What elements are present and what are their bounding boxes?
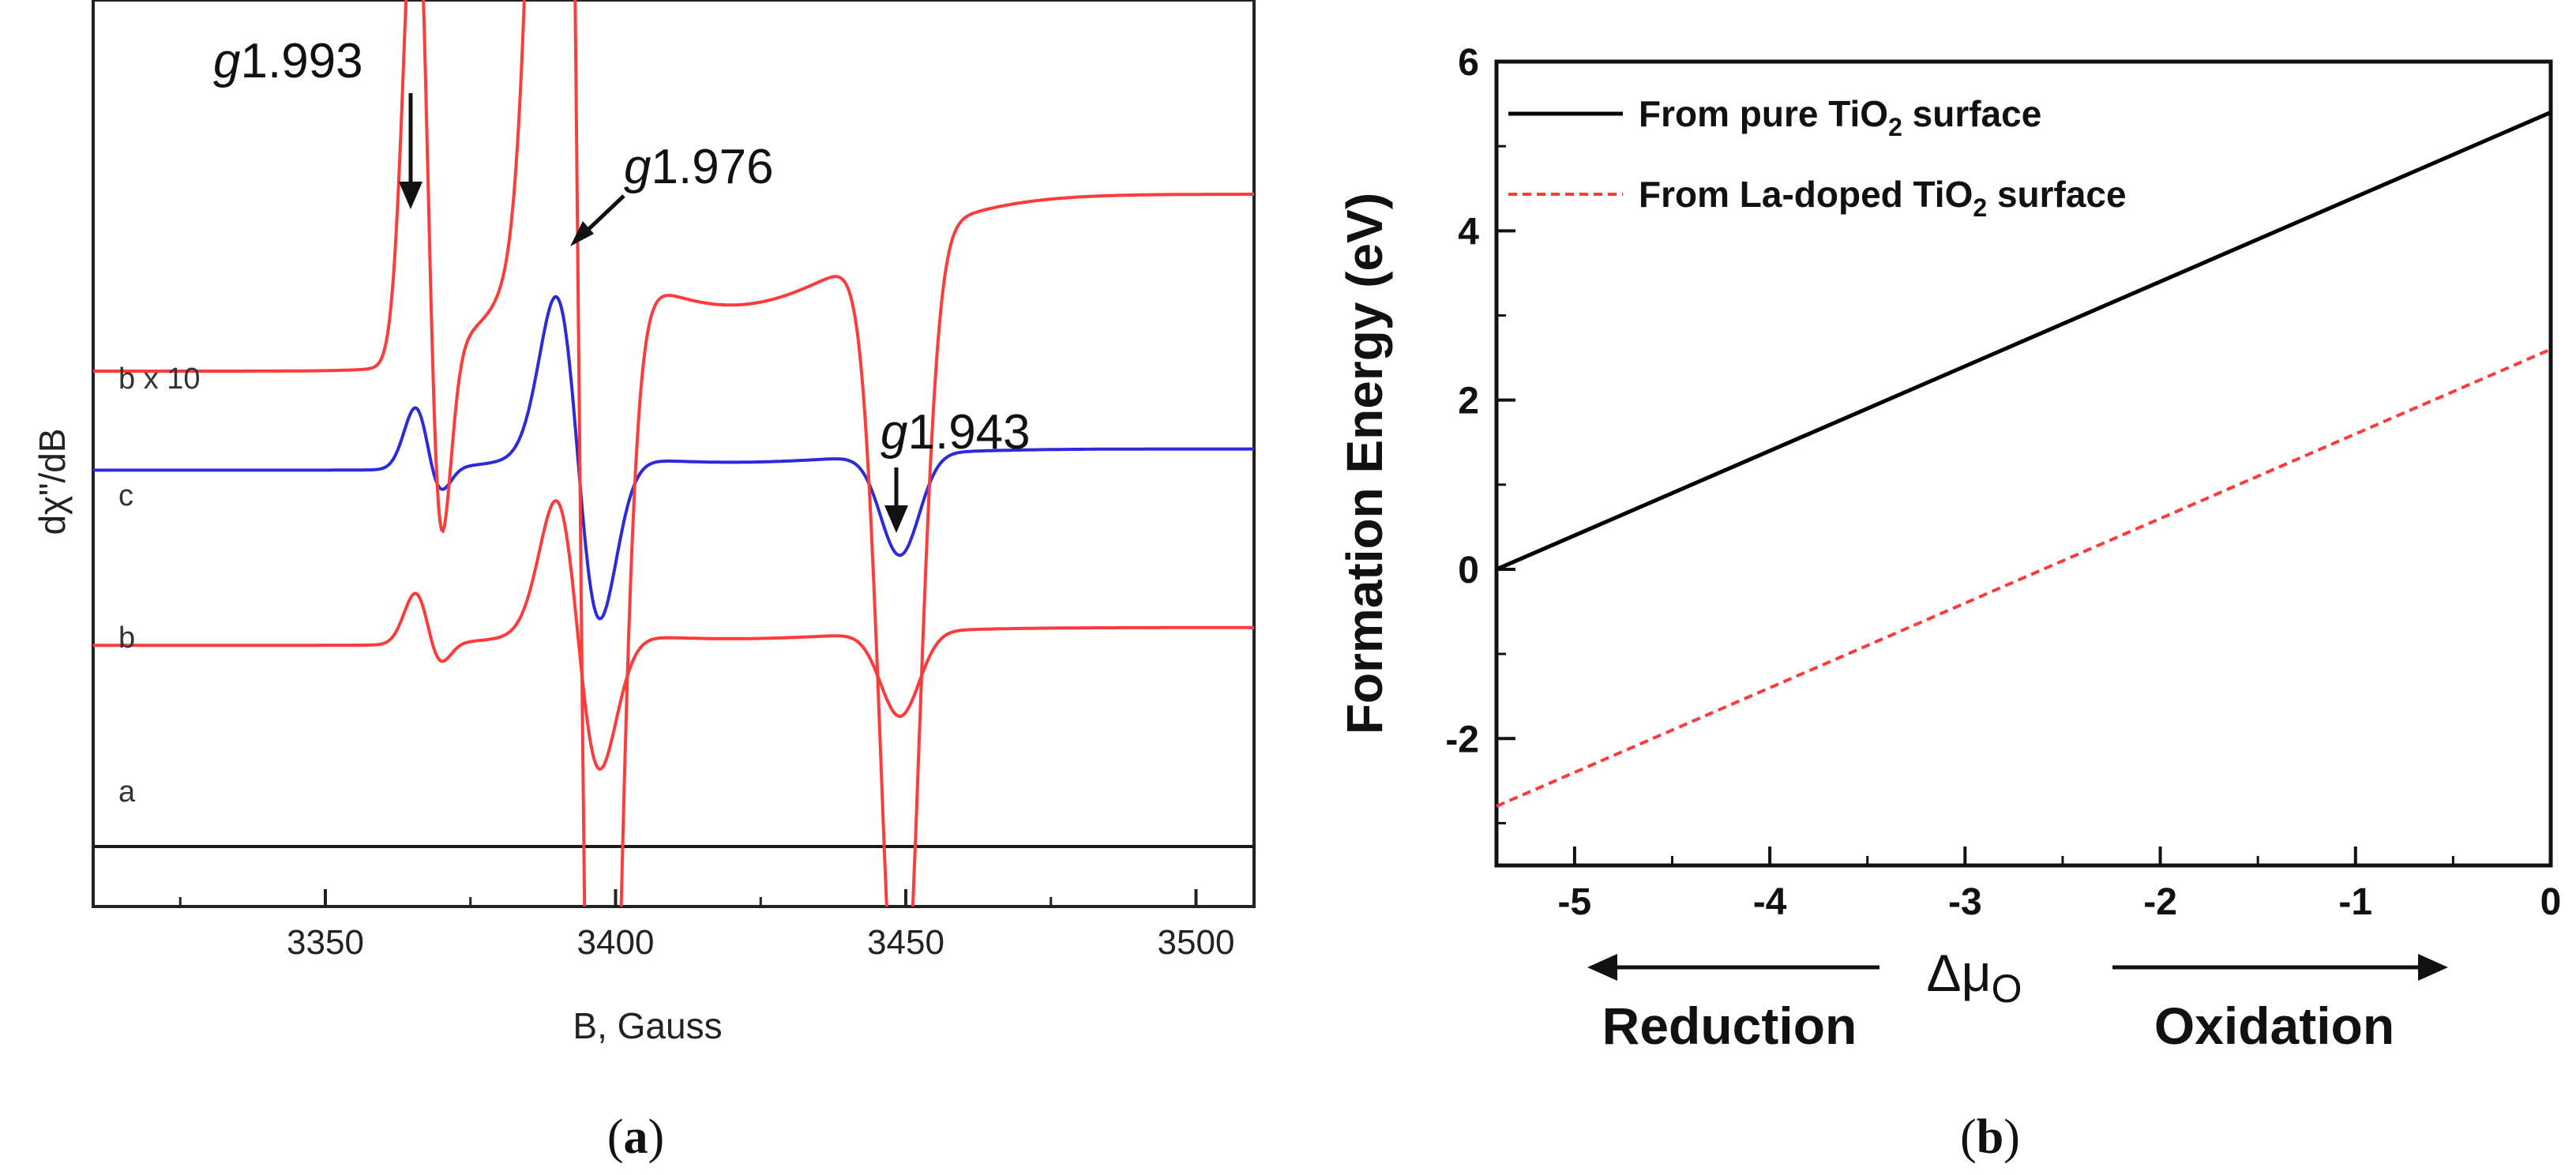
legend-label-la-doped: From La-doped TiO2 surface xyxy=(1639,174,2127,222)
spectrum-trace-b-x-10 xyxy=(93,0,1254,907)
panel-a-x-axis-label: B, Gauss xyxy=(573,1005,722,1046)
spectrum-trace-b xyxy=(93,498,1254,771)
panel-a-x-ticks: 3350 3400 3450 3500 xyxy=(178,889,1235,962)
trace-label-a: a xyxy=(118,775,136,809)
g-annotation-1943: g1.943 xyxy=(881,405,1031,533)
line-pure-tio2 xyxy=(1496,111,2552,572)
svg-text:(a): (a) xyxy=(607,1110,664,1164)
g-value-1943: 1.943 xyxy=(907,405,1030,460)
svg-text:g1.943: g1.943 xyxy=(881,405,1031,460)
svg-text:(b): (b) xyxy=(1960,1110,2020,1164)
panel-b-x-tick-label: -2 xyxy=(2143,881,2177,923)
panel-a-caption: (a) xyxy=(607,1110,664,1164)
svg-text:g1.976: g1.976 xyxy=(624,140,774,194)
trace-label-c: c xyxy=(118,479,133,512)
panel-b-x-tick-label: -4 xyxy=(1753,881,1787,923)
spectrum-trace-c xyxy=(93,295,1254,621)
panel-b-x-tick-label: -5 xyxy=(1558,881,1592,923)
panel-b-ticks: -5 -4 -3 -2 -1 0 -2 0 2 4 6 xyxy=(1445,42,2561,923)
panel-a-letter: a xyxy=(624,1110,648,1164)
panel-b-y-tick-label: 0 xyxy=(1458,550,1479,591)
panel-b-x-tick-label: -1 xyxy=(2338,881,2372,923)
panel-b-x-tick-label: 0 xyxy=(2540,881,2562,923)
reduction-arrow: Reduction xyxy=(1587,954,1879,1055)
panel-a-x-tick-label: 3400 xyxy=(577,923,655,962)
panel-b-legend: From pure TiO2 surface From La-doped TiO… xyxy=(1508,93,2127,222)
panel-b-y-tick-label: -2 xyxy=(1445,719,1479,760)
panel-b-y-axis-label: Formation Energy (eV) xyxy=(1336,193,1393,734)
legend-label-pure: From pure TiO2 surface xyxy=(1639,93,2041,141)
panel-b-y-tick-label: 2 xyxy=(1458,381,1479,422)
g-value-1993: 1.993 xyxy=(240,34,362,88)
g-annotation-1976: g1.976 xyxy=(570,140,774,246)
panel-b-y-tick-label: 6 xyxy=(1458,42,1479,84)
reduction-label: Reduction xyxy=(1602,997,1857,1055)
panel-b-caption: (b) xyxy=(1960,1110,2020,1164)
panel-a-plot-frame xyxy=(92,0,1256,908)
panel-a-x-tick-label: 3500 xyxy=(1158,923,1235,962)
panel-a-epr-spectrum: 3350 3400 3450 3500 dχ"/dB B, Gauss b x 10 … xyxy=(32,0,1256,1164)
svg-text:ΔμO: ΔμO xyxy=(1926,944,2022,1011)
panel-b-lines xyxy=(1496,111,2552,808)
trace-label-b-x10: b x 10 xyxy=(118,362,201,396)
oxidation-label: Oxidation xyxy=(2154,997,2394,1055)
panel-a-x-tick-label: 3450 xyxy=(867,923,944,962)
g-annotation-1993: g1.993 xyxy=(213,34,422,209)
oxidation-arrow: Oxidation xyxy=(2112,954,2448,1055)
panel-b-x-tick-label: -3 xyxy=(1948,881,1982,923)
panel-a-y-axis-label: dχ"/dB xyxy=(32,428,73,535)
panel-b-y-tick-label: 4 xyxy=(1458,211,1479,253)
panel-a-x-tick-label: 3350 xyxy=(287,923,364,962)
panel-b-x-axis-label: ΔμO xyxy=(1926,944,2022,1011)
panel-b-plot-frame xyxy=(1494,59,2553,868)
panel-b-letter: b xyxy=(1977,1110,2003,1164)
svg-text:g1.993: g1.993 xyxy=(213,34,363,88)
panel-a-curves xyxy=(93,0,1254,907)
trace-label-b: b xyxy=(118,621,135,655)
line-la-doped-tio2 xyxy=(1496,347,2552,808)
g-value-1976: 1.976 xyxy=(651,140,773,194)
